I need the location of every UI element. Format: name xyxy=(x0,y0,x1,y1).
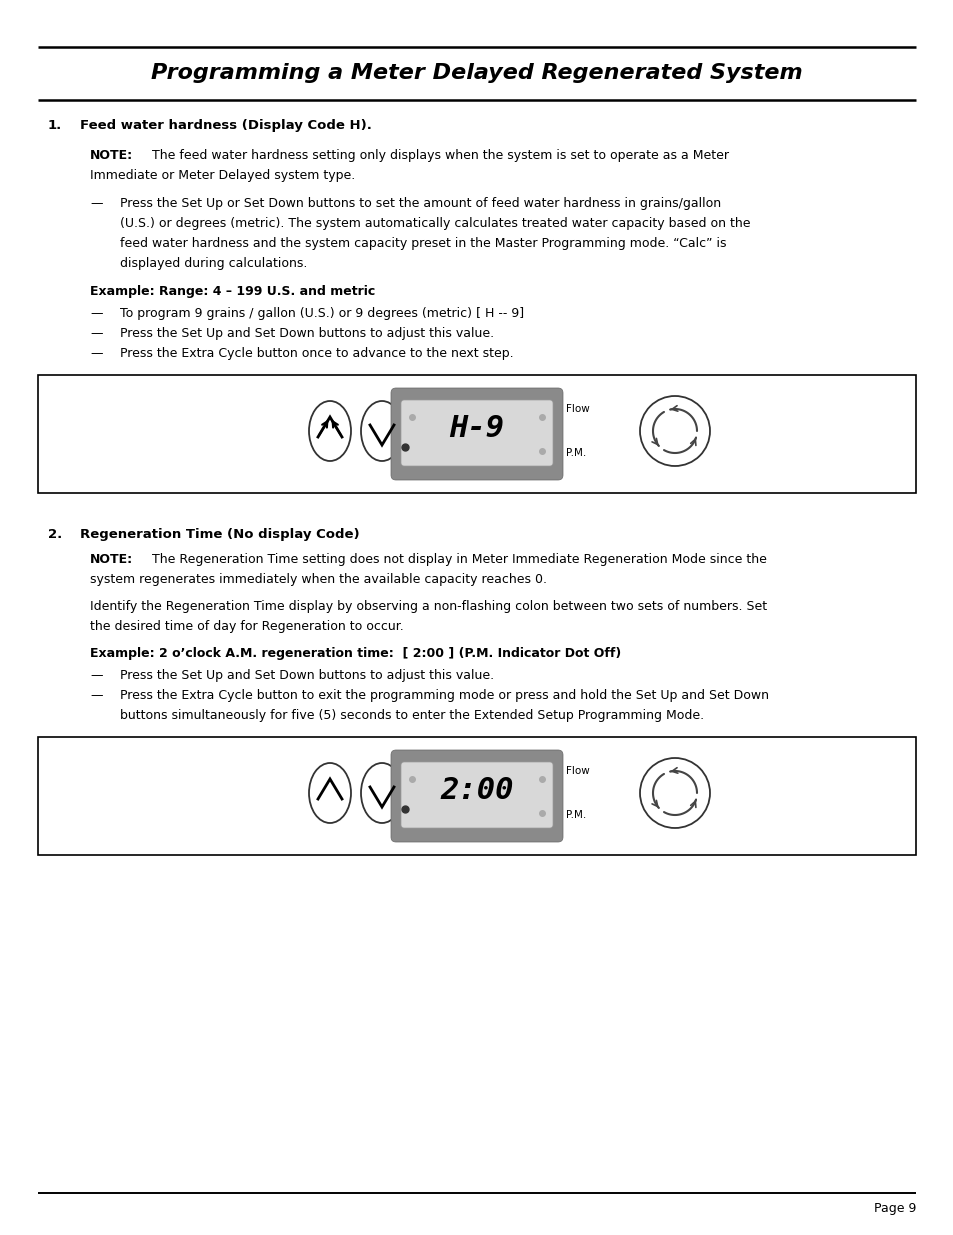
Text: Feed water hardness (Display Code H).: Feed water hardness (Display Code H). xyxy=(80,119,372,132)
Ellipse shape xyxy=(309,401,351,461)
Text: Immediate or Meter Delayed system type.: Immediate or Meter Delayed system type. xyxy=(90,169,355,182)
Text: Press the Extra Cycle button to exit the programming mode or press and hold the : Press the Extra Cycle button to exit the… xyxy=(120,689,768,701)
Text: Program: Program xyxy=(421,810,466,820)
Text: Identify the Regeneration Time display by observing a non-flashing colon between: Identify the Regeneration Time display b… xyxy=(90,600,766,613)
Bar xyxy=(38,375,915,493)
FancyBboxPatch shape xyxy=(391,388,562,480)
Bar xyxy=(38,737,915,855)
Ellipse shape xyxy=(309,763,351,823)
Circle shape xyxy=(639,758,709,827)
Text: NOTE:: NOTE: xyxy=(90,553,133,566)
Text: 2.: 2. xyxy=(48,529,62,541)
FancyBboxPatch shape xyxy=(400,762,553,827)
Text: Press the Extra Cycle button once to advance to the next step.: Press the Extra Cycle button once to adv… xyxy=(120,347,513,359)
Text: —: — xyxy=(90,669,102,682)
Text: Programming a Meter Delayed Regenerated System: Programming a Meter Delayed Regenerated … xyxy=(151,63,802,83)
Text: the desired time of day for Regeneration to occur.: the desired time of day for Regeneration… xyxy=(90,620,403,634)
Circle shape xyxy=(639,396,709,466)
Text: Press the Set Up and Set Down buttons to adjust this value.: Press the Set Up and Set Down buttons to… xyxy=(120,669,494,682)
Text: In Service: In Service xyxy=(421,404,473,414)
Text: P.M.: P.M. xyxy=(565,448,586,458)
Text: displayed during calculations.: displayed during calculations. xyxy=(120,257,307,270)
Text: Example: 2 o’clock A.M. regeneration time:  [ 2:00 ] (P.M. Indicator Dot Off): Example: 2 o’clock A.M. regeneration tim… xyxy=(90,647,620,659)
Text: To program 9 grains / gallon (U.S.) or 9 degrees (metric) [ H -- 9]: To program 9 grains / gallon (U.S.) or 9… xyxy=(120,308,523,320)
FancyBboxPatch shape xyxy=(400,400,553,466)
Text: The feed water hardness setting only displays when the system is set to operate : The feed water hardness setting only dis… xyxy=(152,149,728,162)
Text: P.M.: P.M. xyxy=(565,810,586,820)
Text: —: — xyxy=(90,198,102,210)
FancyBboxPatch shape xyxy=(391,750,562,842)
Ellipse shape xyxy=(360,763,402,823)
Text: Regeneration Time (No display Code): Regeneration Time (No display Code) xyxy=(80,529,359,541)
Text: NOTE:: NOTE: xyxy=(90,149,133,162)
Text: H-9: H-9 xyxy=(449,415,504,443)
Text: Example: Range: 4 – 199 U.S. and metric: Example: Range: 4 – 199 U.S. and metric xyxy=(90,285,375,298)
Text: —: — xyxy=(90,347,102,359)
Text: buttons simultaneously for five (5) seconds to enter the Extended Setup Programm: buttons simultaneously for five (5) seco… xyxy=(120,709,703,722)
Text: Flow: Flow xyxy=(565,766,589,776)
Text: feed water hardness and the system capacity preset in the Master Programming mod: feed water hardness and the system capac… xyxy=(120,237,726,249)
Text: Page 9: Page 9 xyxy=(873,1202,915,1215)
Text: (U.S.) or degrees (metric). The system automatically calculates treated water ca: (U.S.) or degrees (metric). The system a… xyxy=(120,217,750,230)
Text: —: — xyxy=(90,327,102,340)
Text: Program: Program xyxy=(421,448,466,458)
Text: system regenerates immediately when the available capacity reaches 0.: system regenerates immediately when the … xyxy=(90,573,546,585)
Text: Press the Set Up or Set Down buttons to set the amount of feed water hardness in: Press the Set Up or Set Down buttons to … xyxy=(120,198,720,210)
Text: Flow: Flow xyxy=(565,404,589,414)
Ellipse shape xyxy=(360,401,402,461)
Text: 2:00: 2:00 xyxy=(439,777,514,805)
Text: In Service: In Service xyxy=(421,766,473,776)
Text: —: — xyxy=(90,689,102,701)
Text: The Regeneration Time setting does not display in Meter Immediate Regeneration M: The Regeneration Time setting does not d… xyxy=(152,553,766,566)
Text: —: — xyxy=(90,308,102,320)
Text: Press the Set Up and Set Down buttons to adjust this value.: Press the Set Up and Set Down buttons to… xyxy=(120,327,494,340)
Text: 1.: 1. xyxy=(48,119,62,132)
